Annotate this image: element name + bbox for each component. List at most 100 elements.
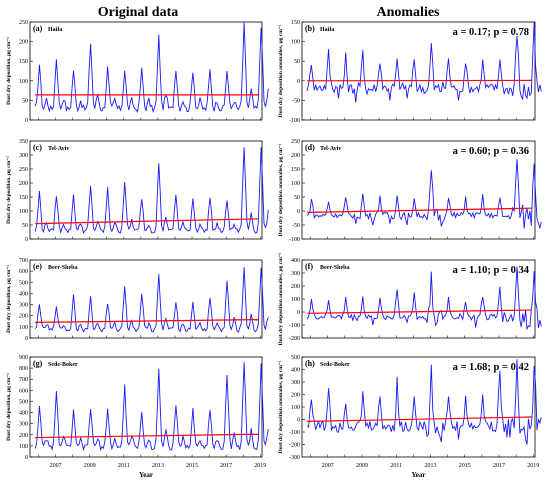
y-tick-label: 150 xyxy=(291,20,300,26)
y-tick-label: 0 xyxy=(25,118,28,124)
y-tick-label: 100 xyxy=(19,325,28,331)
y-tick-label: 100 xyxy=(19,209,28,215)
station-name: Beer-Sheba xyxy=(320,265,349,271)
x-tick-label: 2013 xyxy=(424,463,436,469)
x-tick-label: 2011 xyxy=(390,463,402,469)
station-name: Haifa xyxy=(48,27,62,33)
right-column-title: Anomalies xyxy=(377,5,441,20)
trend-line xyxy=(35,218,259,225)
panel-label: (b) xyxy=(305,24,315,33)
y-axis-label: Dust dry deposition anomalies, µg cm⁻² xyxy=(278,143,284,236)
y-tick-label: 100 xyxy=(291,181,300,187)
panel-beer-sheba-anomaly: -200 -100 0 100 200 300 400 (f) Beer-Sheba Dust d… xyxy=(278,252,542,345)
panels: 0 50 100 150 200 250 (a) Haifa Dust dry depositi… xyxy=(6,20,542,479)
y-tick-label: -50 xyxy=(292,223,300,229)
x-tick-label: 2019 xyxy=(254,463,266,469)
y-tick-label: 400 xyxy=(19,411,28,417)
y-tick-label: 900 xyxy=(19,355,28,361)
y-tick-label: -200 xyxy=(289,443,300,449)
station-name: Tel-Aviv xyxy=(48,146,69,152)
data-series-line xyxy=(306,266,542,331)
y-axis-label: Dust dry deposition, µg cm⁻² xyxy=(6,156,12,224)
y-tick-label: 200 xyxy=(291,284,300,290)
y-tick-label: -100 xyxy=(289,430,300,436)
y-tick-label: 100 xyxy=(19,444,28,450)
y-tick-label: 500 xyxy=(291,355,300,361)
plot-frame xyxy=(301,21,536,121)
x-tick-label: 2015 xyxy=(186,463,198,469)
data-series-line xyxy=(306,21,542,103)
y-tick-label: 600 xyxy=(19,269,28,275)
y-axis-label: Dust dry deposition anomalies, µg cm⁻² xyxy=(278,252,284,345)
y-tick-label: 200 xyxy=(19,433,28,439)
panel-label: (d) xyxy=(305,143,315,152)
y-tick-label: -200 xyxy=(289,336,300,342)
trend-stats: a = 1.10; p = 0.34 xyxy=(453,265,530,276)
y-tick-label: -50 xyxy=(292,98,300,104)
y-tick-label: 150 xyxy=(19,59,28,65)
y-tick-label: 350 xyxy=(19,139,28,145)
panel-sede-boker-anomaly: -300 -200 -100 0 100 200 300 400 500 (h) Sede-Boke… xyxy=(278,355,542,461)
y-tick-label: 700 xyxy=(19,377,28,383)
y-tick-label: 500 xyxy=(19,280,28,286)
y-tick-label: 300 xyxy=(19,303,28,309)
y-tick-label: 200 xyxy=(291,153,300,159)
y-tick-label: 0 xyxy=(297,209,300,215)
data-series-line xyxy=(34,22,269,114)
y-tick-label: 250 xyxy=(291,139,300,145)
y-tick-label: 250 xyxy=(19,167,28,173)
trend-stats: a = 0.17; p = 0.78 xyxy=(453,27,529,38)
y-tick-label: 800 xyxy=(19,366,28,372)
y-tick-label: 150 xyxy=(19,195,28,201)
panel-sede-boker-original: 0 100 200 300 400 500 600 700 800 900 (g) Sede-Boke… xyxy=(6,355,269,461)
y-tick-label: 100 xyxy=(291,40,300,46)
y-axis-label: Dust dry deposition anomalies, µg cm⁻² xyxy=(278,24,284,117)
y-tick-label: 0 xyxy=(297,310,300,316)
y-tick-label: 250 xyxy=(19,20,28,26)
station-name: Sede-Boker xyxy=(320,362,350,368)
trend-line xyxy=(307,416,532,422)
y-tick-label: -300 xyxy=(289,455,300,461)
x-tick-label: 2019 xyxy=(527,463,539,469)
plot-frame xyxy=(29,21,263,121)
y-tick-label: 200 xyxy=(19,40,28,46)
trend-stats: a = 0.60; p = 0.36 xyxy=(453,146,529,157)
y-tick-label: 300 xyxy=(19,422,28,428)
y-tick-label: 100 xyxy=(19,79,28,85)
y-tick-label: 50 xyxy=(294,59,300,65)
y-tick-label: 0 xyxy=(25,237,28,243)
data-series-line xyxy=(306,159,542,230)
y-tick-label: 300 xyxy=(19,153,28,159)
panel-label: (c) xyxy=(33,143,42,152)
x-tick-label: 2007 xyxy=(50,463,62,469)
data-series-line xyxy=(34,147,269,235)
data-series-line xyxy=(306,359,542,445)
y-tick-label: 600 xyxy=(19,388,28,394)
y-tick-label: 0 xyxy=(297,79,300,85)
x-tick-label: 2009 xyxy=(356,463,368,469)
y-tick-label: -100 xyxy=(289,323,300,329)
y-tick-label: 700 xyxy=(19,258,28,264)
trend-stats: a = 1.68; p = 0.42 xyxy=(453,362,529,373)
panel-label: (h) xyxy=(305,359,315,368)
y-tick-label: 50 xyxy=(22,98,28,104)
y-tick-label: 50 xyxy=(22,223,28,229)
x-tick-label: 2013 xyxy=(152,463,164,469)
x-tick-label: 2011 xyxy=(118,463,130,469)
y-tick-label: -100 xyxy=(289,118,300,124)
trend-line xyxy=(307,207,532,213)
x-tick-label: 2007 xyxy=(322,463,334,469)
y-tick-label: 400 xyxy=(291,258,300,264)
y-tick-label: 300 xyxy=(291,271,300,277)
panel-haifa-anomaly: -100 -50 0 50 100 150 (b) Haifa Dust dry deposit… xyxy=(278,20,542,124)
y-axis-label: Dust dry deposition anomalies, µg cm⁻² xyxy=(278,360,284,453)
panel-tel-aviv-original: 0 50 100 150 200 250 300 350 (c) Tel-Aviv Dust dry… xyxy=(6,139,269,243)
trend-line xyxy=(35,319,259,323)
x-tick-label: 2015 xyxy=(459,463,471,469)
data-series-line xyxy=(34,362,269,452)
y-tick-label: 300 xyxy=(291,380,300,386)
station-name: Beer-Sheba xyxy=(48,265,77,271)
x-tick-label: 2017 xyxy=(220,463,232,469)
y-tick-label: 0 xyxy=(297,418,300,424)
